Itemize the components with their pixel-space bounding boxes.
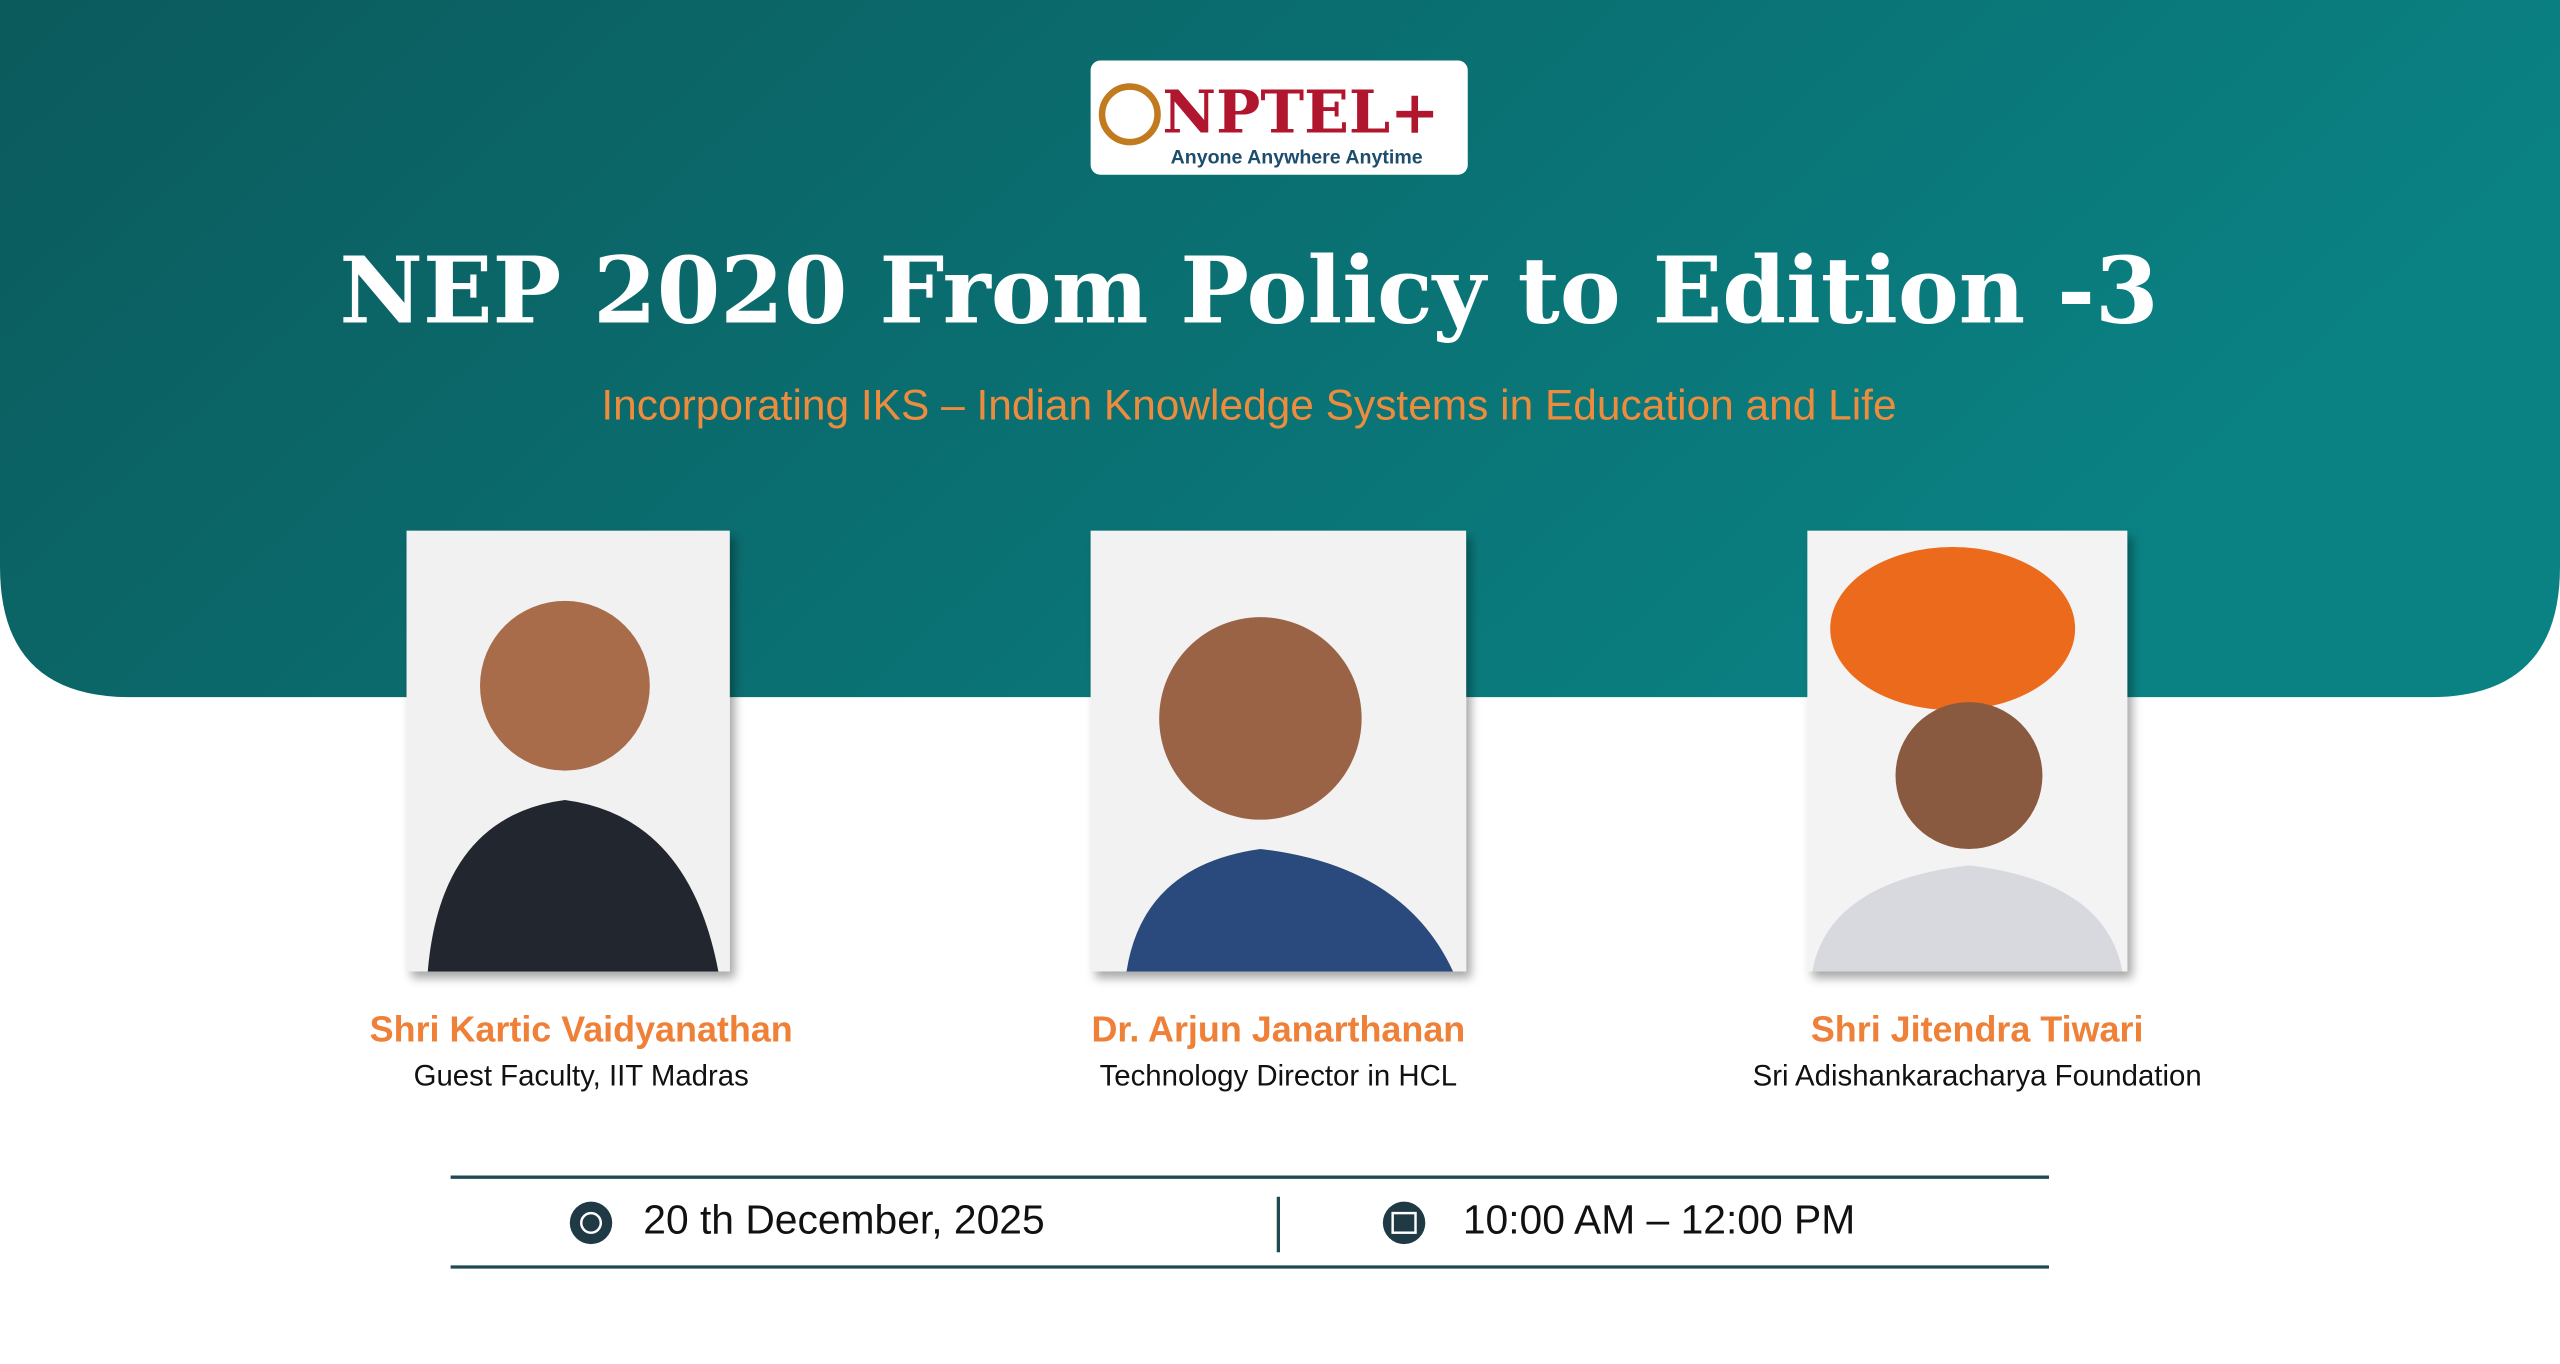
clock-icon (569, 1201, 613, 1245)
logo-name: NPTEL+ (1162, 78, 1439, 147)
logo-tagline: Anyone Anywhere Anytime (1171, 147, 1423, 169)
calendar-face (1391, 1211, 1417, 1234)
speaker-role: Guest Faculty, IIT Madras (414, 1059, 749, 1092)
speaker-photo (1090, 530, 1467, 972)
logo-box (1090, 60, 1468, 175)
event-date: 20 th December, 2025 (643, 1197, 1044, 1243)
title: NEP 2020 From Policy to Edition -3 (339, 237, 2158, 345)
event-time: 10:00 AM – 12:00 PM (1463, 1197, 1855, 1243)
speaker-role: Sri Adishankaracharya Foundation (1753, 1059, 2202, 1092)
speaker-role: Technology Director in HCL (1100, 1059, 1458, 1092)
header-background (0, 0, 2560, 698)
clock-face (580, 1211, 603, 1234)
calendar-icon (1382, 1201, 1426, 1245)
speaker-photo (1807, 530, 2128, 972)
speakers: Shri Kartic Vaidyanathan Guest Faculty, … (370, 1008, 2202, 1092)
speaker-photo (406, 530, 730, 972)
logo-emblem (1098, 83, 1161, 146)
speaker-name: Dr. Arjun Janarthanan (1091, 1008, 1465, 1049)
subtitle: Incorporating IKS – Indian Knowledge Sys… (601, 381, 1896, 428)
speaker-name: Shri Jitendra Tiwari (1811, 1008, 2144, 1049)
speaker-name: Shri Kartic Vaidyanathan (370, 1008, 793, 1049)
